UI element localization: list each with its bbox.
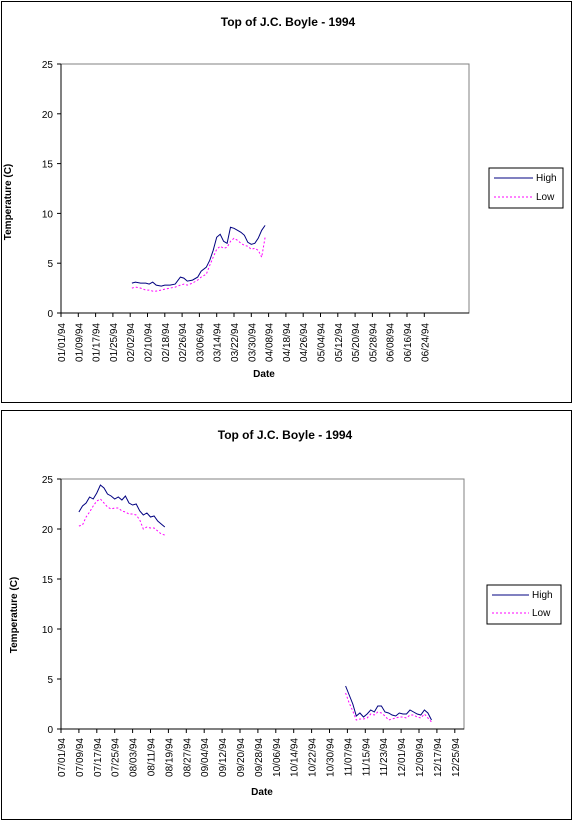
chart-bottom-svg: Top of J.C. Boyle - 1994 Temperature (C)…: [9, 428, 562, 798]
chart-top-panel: Top of J.C. Boyle - 1994 Temperature (C)…: [1, 1, 572, 403]
y-tick-label: 10: [42, 209, 54, 220]
x-tick-label: 12/01/94: [397, 738, 408, 777]
x-tick-label: 12/17/94: [433, 738, 444, 777]
x-tick-label: 08/19/94: [164, 738, 175, 777]
x-tick-label: 02/26/94: [178, 323, 189, 362]
y-tick-label: 25: [42, 475, 54, 486]
x-tick-label: 06/08/94: [386, 323, 397, 362]
x-tick-label: 01/01/94: [57, 323, 68, 362]
x-tick-label: 12/25/94: [451, 738, 462, 777]
x-tick-label: 07/01/94: [57, 738, 68, 777]
plot-area: [60, 478, 465, 730]
x-tick-label: 09/04/94: [200, 738, 211, 777]
x-tick-label: 03/30/94: [247, 323, 258, 362]
y-tick-label: 20: [42, 110, 54, 121]
x-tick-label: 05/04/94: [317, 323, 328, 362]
x-tick-label: 08/03/94: [129, 738, 140, 777]
legend-box: [486, 584, 562, 625]
x-tick-label: 07/09/94: [75, 738, 86, 777]
chart-title: Top of J.C. Boyle - 1994: [218, 428, 353, 442]
x-tick-label: 10/06/94: [272, 738, 283, 777]
y-axis-title: Temperature (C): [3, 164, 14, 241]
x-tick-label: 09/28/94: [254, 738, 265, 777]
x-tick-label: 07/25/94: [111, 738, 122, 777]
plot-area: [60, 63, 470, 314]
x-tick-label: 08/27/94: [182, 738, 193, 777]
x-tick-label: 02/02/94: [126, 323, 137, 362]
legend-box: [488, 167, 564, 209]
legend-high-label: High: [532, 590, 553, 601]
y-tick-label: 0: [47, 725, 53, 736]
x-tick-label: 01/17/94: [92, 323, 103, 362]
x-tick-label: 05/20/94: [351, 323, 362, 362]
x-tick-label: 01/25/94: [109, 323, 120, 362]
y-tick-label: 10: [42, 625, 54, 636]
y-tick-label: 25: [42, 60, 54, 71]
x-tick-label: 10/14/94: [290, 738, 301, 777]
x-tick-label: 11/07/94: [343, 738, 354, 777]
legend-high-label: High: [536, 173, 557, 184]
x-tick-label: 02/18/94: [161, 323, 172, 362]
x-tick-label: 07/17/94: [93, 738, 104, 777]
x-tick-label: 03/14/94: [213, 323, 224, 362]
series-line-high: [345, 685, 432, 721]
y-axis-title: Temperature (C): [9, 577, 20, 654]
legend: High Low: [486, 584, 562, 625]
x-tick-label: 11/23/94: [379, 738, 390, 777]
legend: High Low: [488, 167, 564, 209]
y-tick-label: 5: [47, 259, 53, 270]
x-tick-label: 05/28/94: [368, 323, 379, 362]
x-axis-title: Date: [251, 787, 273, 798]
chart-top-svg: Top of J.C. Boyle - 1994 Temperature (C)…: [3, 15, 564, 380]
y-tick-label: 20: [42, 525, 54, 536]
y-tick-label: 5: [47, 675, 53, 686]
x-tick-label: 09/12/94: [218, 738, 229, 777]
series-line-high: [131, 225, 266, 287]
legend-low-label: Low: [532, 608, 551, 619]
x-axis-title: Date: [253, 369, 275, 380]
x-tick-label: 03/06/94: [195, 323, 206, 362]
chart-bottom-panel: Top of J.C. Boyle - 1994 Temperature (C)…: [1, 410, 572, 820]
x-tick-label: 03/22/94: [230, 323, 241, 362]
x-tick-label: 09/20/94: [236, 738, 247, 777]
x-tick-label: 01/09/94: [74, 323, 85, 362]
x-tick-label: 10/30/94: [326, 738, 337, 777]
y-tick-label: 0: [47, 309, 53, 320]
x-tick-label: 02/10/94: [144, 323, 155, 362]
x-tick-label: 06/24/94: [420, 323, 431, 362]
x-tick-label: 12/09/94: [415, 738, 426, 777]
x-tick-label: 10/22/94: [308, 738, 319, 777]
series-line-low: [345, 692, 432, 723]
y-tick-label: 15: [42, 160, 54, 171]
x-tick-label: 04/26/94: [299, 323, 310, 362]
legend-low-label: Low: [536, 192, 555, 203]
x-tick-label: 04/08/94: [265, 323, 276, 362]
x-tick-label: 08/11/94: [147, 738, 158, 777]
x-tick-label: 05/12/94: [334, 323, 345, 362]
chart-title: Top of J.C. Boyle - 1994: [221, 15, 356, 29]
x-tick-label: 04/18/94: [282, 323, 293, 362]
x-tick-label: 06/16/94: [403, 323, 414, 362]
series-line-high: [78, 484, 166, 528]
x-tick-label: 11/15/94: [361, 738, 372, 777]
y-tick-label: 15: [42, 575, 54, 586]
series-line-low: [78, 498, 165, 536]
